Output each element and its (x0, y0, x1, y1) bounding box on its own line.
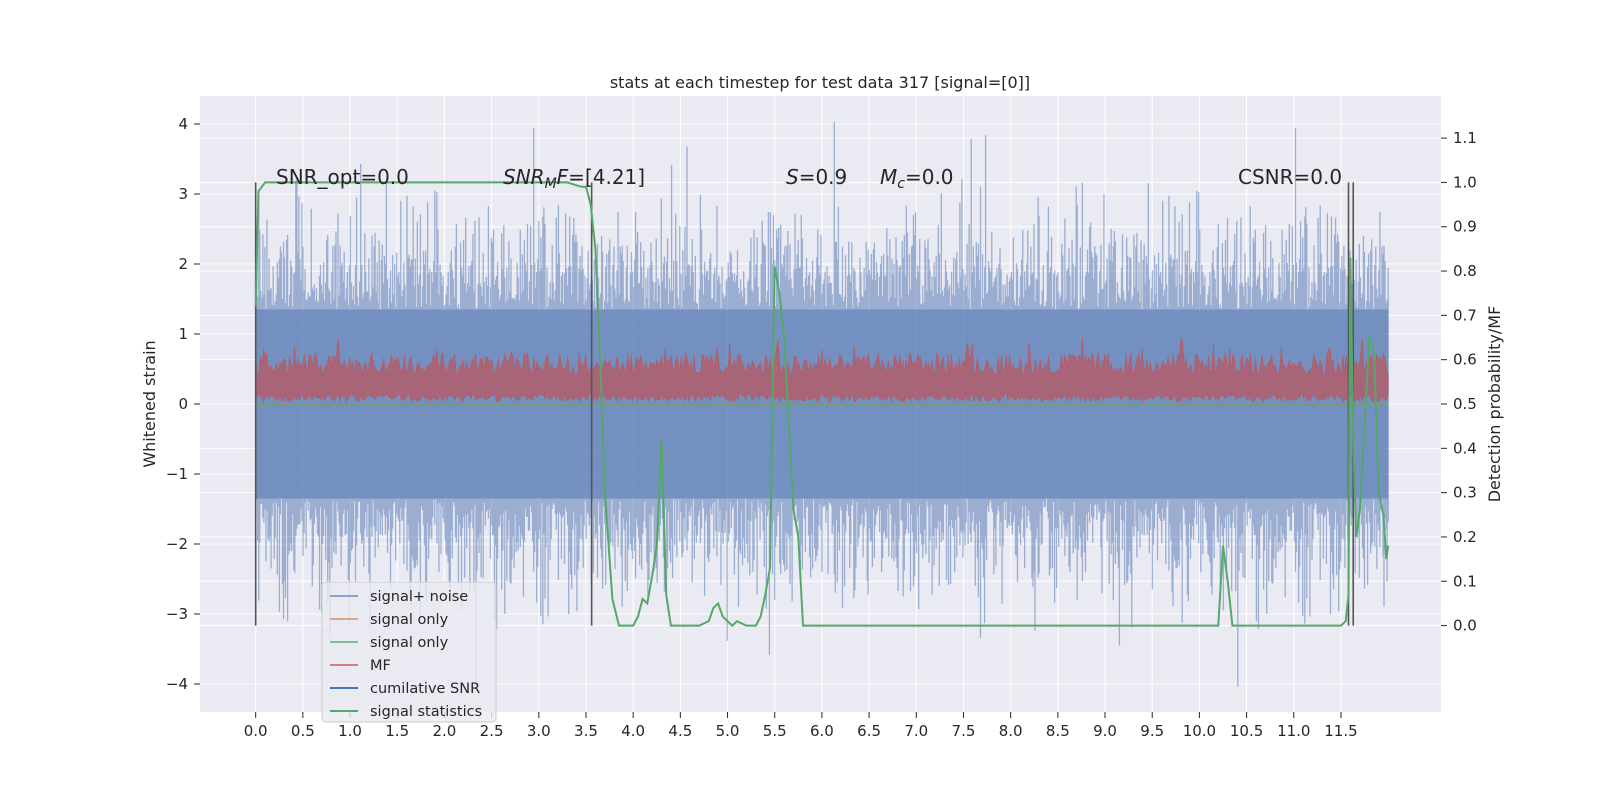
mc-sub: c (897, 176, 905, 192)
y-axis-left: 4 3 2 1 0 −1 −2 −3 −4 (166, 115, 200, 693)
snr-mf-base: SNR (503, 165, 545, 189)
x-tick-label: 4.0 (621, 722, 645, 740)
x-tick-label: 4.5 (668, 722, 692, 740)
x-tick-label: 9.5 (1140, 722, 1164, 740)
legend: signal+ noise signal only signal only MF cum… (321, 581, 497, 723)
mc-symbol: M (880, 165, 897, 189)
x-tick-label: 3.5 (574, 722, 598, 740)
x-tick-label: 10.0 (1183, 722, 1216, 740)
s-value: =0.9 (799, 165, 848, 189)
x-tick-label: 1.5 (385, 722, 409, 740)
y-left-tick-label: 4 (178, 115, 188, 133)
y-axis-right-label: Detection probability/MF (1485, 306, 1504, 503)
snr-opt-annotation: SNR_opt=0.0 (276, 165, 409, 189)
legend-box (321, 581, 497, 723)
y-left-tick-label: 3 (178, 185, 188, 203)
x-tick-label: 7.5 (952, 722, 976, 740)
legend-label: signal+ noise (370, 589, 468, 605)
y-right-tick-label: 0.0 (1453, 617, 1477, 635)
x-tick-label: 2.0 (432, 722, 456, 740)
s-annotation: S=0.9 (786, 165, 847, 189)
x-tick-label: 3.0 (527, 722, 551, 740)
y-right-tick-label: 0.8 (1453, 262, 1477, 280)
signal-statistics-line (254, 181, 1390, 627)
snr-mf-annotation: SNRMF=[4.21] (503, 165, 645, 192)
snr-mf-value: =[4.21] (568, 165, 645, 189)
annotations: SNR_opt=0.0 SNRMF=[4.21] S=0.9 Mc=0.0 CS… (276, 165, 1342, 192)
x-tick-label: 6.5 (857, 722, 881, 740)
x-tick-label: 7.0 (904, 722, 928, 740)
y-axis-right: 1.1 1.0 0.9 0.8 0.7 0.6 0.5 0.4 0.3 0.2 0.1 0.0 (1441, 129, 1477, 635)
snr-mf-sub: M (545, 176, 557, 192)
y-right-tick-label: 0.1 (1453, 572, 1477, 590)
y-left-tick-label: −2 (166, 535, 188, 553)
legend-label: signal statistics (370, 704, 482, 720)
x-tick-label: 6.0 (810, 722, 834, 740)
y-left-tick-label: −4 (166, 675, 188, 693)
y-right-tick-label: 0.2 (1453, 528, 1477, 546)
y-right-tick-label: 1.0 (1453, 173, 1477, 191)
snr-mf-tail: F (557, 165, 569, 189)
s-symbol: S (786, 165, 799, 189)
csnr-annotation: CSNR=0.0 (1238, 165, 1342, 189)
x-tick-label: 11.0 (1277, 722, 1310, 740)
x-axis: 0.0 0.5 1.0 1.5 2.0 2.5 3.0 3.5 4.0 4.5 5.0 5.5 6.0 6… (244, 712, 1358, 740)
y-right-tick-label: 0.5 (1453, 395, 1477, 413)
y-left-tick-label: −3 (166, 605, 188, 623)
x-tick-label: 1.0 (338, 722, 362, 740)
x-tick-label: 9.0 (1093, 722, 1117, 740)
x-tick-label: 8.5 (1046, 722, 1070, 740)
x-tick-label: 2.5 (480, 722, 504, 740)
x-tick-label: 10.5 (1230, 722, 1263, 740)
y-left-tick-label: 2 (178, 255, 188, 273)
x-tick-label: 5.5 (763, 722, 787, 740)
mf-series (255, 337, 1389, 404)
signal-statistics-series (254, 181, 1390, 627)
y-right-tick-label: 0.7 (1453, 306, 1477, 324)
x-tick-label: 11.5 (1324, 722, 1357, 740)
y-right-tick-label: 0.4 (1453, 439, 1477, 457)
y-right-tick-label: 0.3 (1453, 484, 1477, 502)
y-right-tick-label: 1.1 (1453, 129, 1477, 147)
x-tick-label: 8.0 (999, 722, 1023, 740)
y-axis-left-label: Whitened strain (140, 340, 159, 467)
y-left-tick-label: 0 (178, 395, 188, 413)
x-tick-label: 0.0 (244, 722, 268, 740)
x-tick-label: 0.5 (291, 722, 315, 740)
legend-label: cumilative SNR (370, 681, 480, 697)
legend-label: MF (370, 658, 391, 674)
chart-title: stats at each timestep for test data 317… (610, 73, 1030, 92)
mf-band (255, 337, 1389, 404)
mc-value: =0.0 (905, 165, 954, 189)
y-left-tick-label: −1 (166, 465, 188, 483)
y-right-tick-label: 0.6 (1453, 351, 1477, 369)
mc-annotation: Mc=0.0 (880, 165, 954, 192)
legend-label: signal only (370, 635, 449, 651)
y-right-tick-label: 0.9 (1453, 218, 1477, 236)
x-tick-label: 5.0 (716, 722, 740, 740)
legend-label: signal only (370, 612, 449, 628)
y-left-tick-label: 1 (178, 325, 188, 343)
